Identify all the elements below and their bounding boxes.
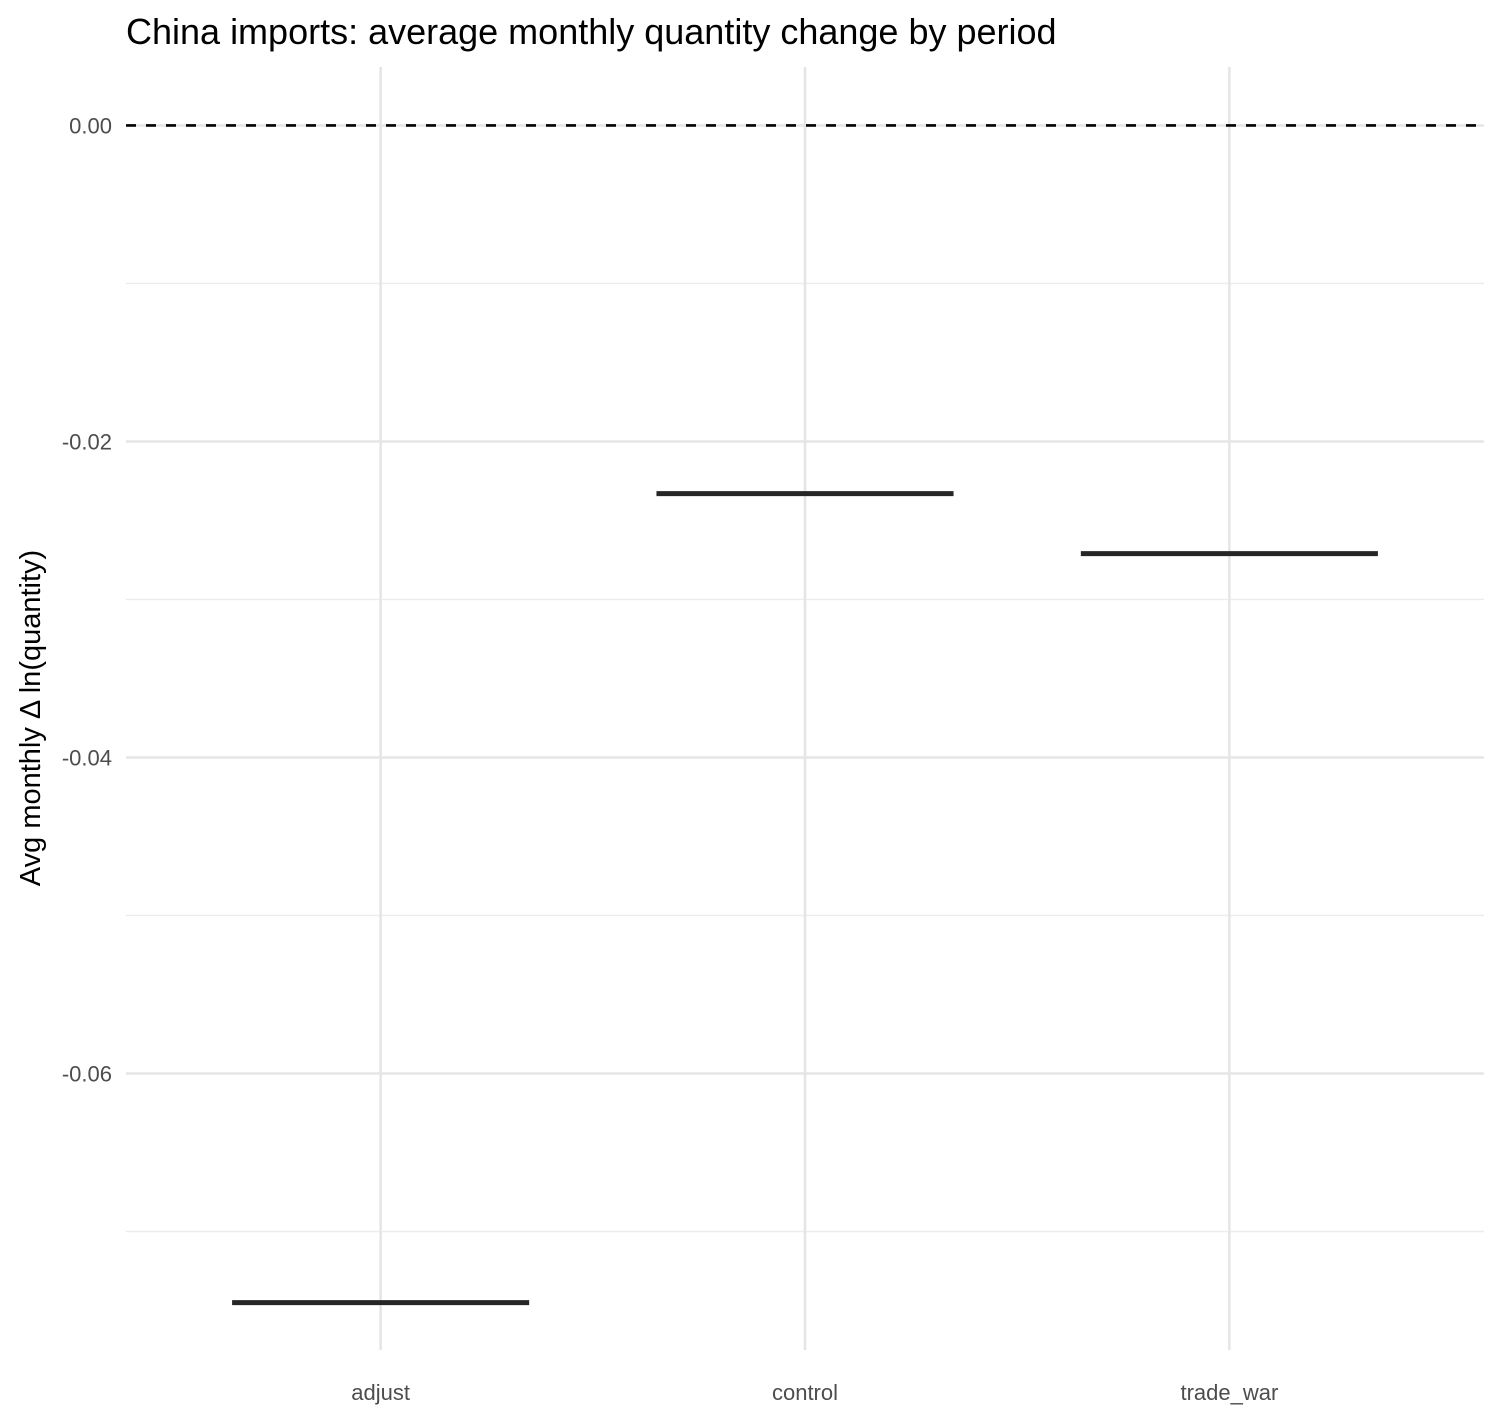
y-tick-label: 0.00 [69,113,112,138]
x-tick-label: control [772,1380,838,1405]
y-tick-label: -0.02 [62,429,112,454]
grid-layer [126,67,1484,1350]
y-axis-title: Avg monthly Δ ln(quantity) [15,550,47,886]
y-tick-label: -0.04 [62,745,112,770]
tick-label-layer: 0.00 -0.02 -0.04 -0.06 adjust control trade_wa… [62,113,1278,1405]
x-tick-label: trade_war [1180,1380,1278,1405]
chart-title: China imports: average monthly quantity … [126,11,1057,52]
y-tick-label: -0.06 [62,1061,112,1086]
mark-layer [232,491,1378,1306]
x-tick-label: adjust [351,1380,410,1405]
